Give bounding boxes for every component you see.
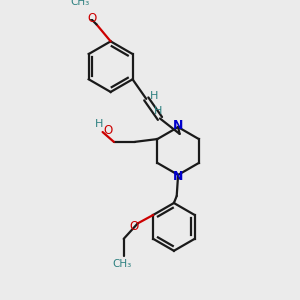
Text: O: O (103, 124, 112, 137)
Text: N: N (173, 170, 183, 183)
Text: H: H (95, 119, 103, 129)
Text: H: H (150, 91, 158, 100)
Text: CH₃: CH₃ (113, 259, 132, 269)
Text: H: H (154, 106, 163, 116)
Text: N: N (173, 119, 183, 132)
Text: CH₃: CH₃ (70, 0, 89, 7)
Text: O: O (129, 220, 138, 233)
Text: O: O (88, 12, 97, 25)
